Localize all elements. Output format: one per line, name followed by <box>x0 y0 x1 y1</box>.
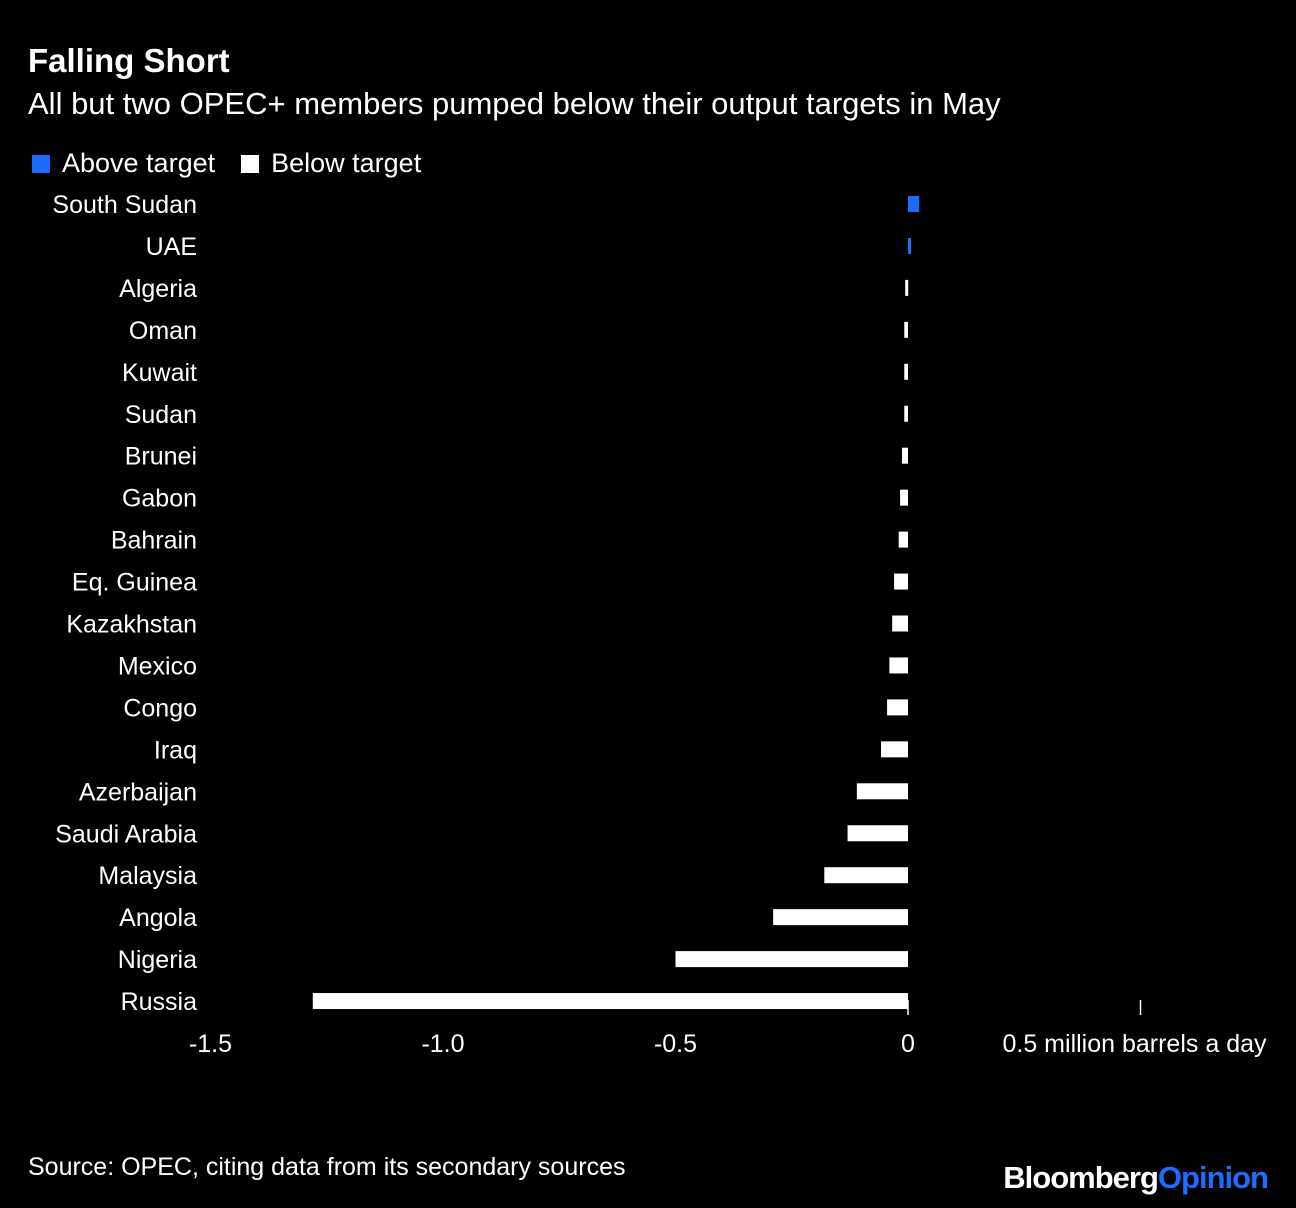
bar-iraq <box>881 741 908 758</box>
category-label: Iraq <box>154 736 197 764</box>
category-label: Congo <box>123 694 197 722</box>
bar-uae <box>908 237 911 254</box>
bar-brunei <box>901 447 908 464</box>
category-label: Algeria <box>119 275 197 303</box>
bar-bahrain <box>898 531 908 548</box>
bar-mexico <box>889 657 908 674</box>
legend-label-above: Above target <box>62 148 216 178</box>
bar-sudan <box>904 405 908 422</box>
x-tick-label: 0.5 million barrels a day <box>1002 1030 1267 1058</box>
bar-nigeria <box>675 951 908 968</box>
category-label: Kazakhstan <box>66 611 197 639</box>
category-label: Azerbaijan <box>79 778 197 806</box>
category-label: Bahrain <box>111 527 197 555</box>
category-label: Kuwait <box>122 359 197 387</box>
bar-gabon <box>900 489 908 506</box>
category-label: Malaysia <box>98 862 197 890</box>
category-label: Brunei <box>125 443 197 471</box>
legend-swatch-below <box>241 154 260 173</box>
bar-congo <box>887 699 908 716</box>
chart-subtitle: All but two OPEC+ members pumped below t… <box>28 86 1001 121</box>
legend-swatch-above <box>32 154 50 173</box>
bloomberg-opinion-logo: BloombergOpinion <box>1003 1160 1269 1196</box>
source-note: Source: OPEC, citing data from its secon… <box>28 1153 626 1181</box>
legend-label-below: Below target <box>271 148 422 178</box>
logo-part2: Opinion <box>1157 1160 1269 1195</box>
x-tick-label: -1.0 <box>421 1030 464 1058</box>
category-label: UAE <box>146 233 197 261</box>
chart-title: Falling Short <box>28 42 230 79</box>
category-label: Mexico <box>118 652 197 680</box>
bar-azerbaijan <box>856 783 908 800</box>
bar-angola <box>773 909 908 926</box>
legend: Above target Below target <box>32 148 447 179</box>
bar-eq-guinea <box>894 573 908 590</box>
bar-algeria <box>905 279 909 296</box>
category-label: Nigeria <box>118 946 197 974</box>
category-label: South Sudan <box>52 191 197 219</box>
category-label: Sudan <box>125 401 197 429</box>
category-label: Russia <box>121 988 198 1016</box>
category-label: Eq. Guinea <box>72 569 197 597</box>
bar-saudi-arabia <box>847 825 908 842</box>
x-tick-label: -1.5 <box>189 1030 232 1058</box>
category-label: Oman <box>129 317 197 345</box>
legend-item-below: Below target <box>241 148 421 179</box>
bar-russia <box>312 993 908 1010</box>
category-label: Saudi Arabia <box>55 820 197 848</box>
bar-kazakhstan <box>892 615 908 632</box>
bar-malaysia <box>824 867 908 884</box>
legend-item-above: Above target <box>32 148 215 179</box>
bar-kuwait <box>904 363 908 380</box>
x-tick-label: 0 <box>901 1030 915 1058</box>
category-label: Angola <box>119 904 197 932</box>
bar-oman <box>904 321 908 338</box>
x-tick-label: -0.5 <box>654 1030 697 1058</box>
bar-south-sudan <box>908 196 920 212</box>
logo-part1: Bloomberg <box>1003 1160 1159 1195</box>
category-label: Gabon <box>122 485 197 513</box>
